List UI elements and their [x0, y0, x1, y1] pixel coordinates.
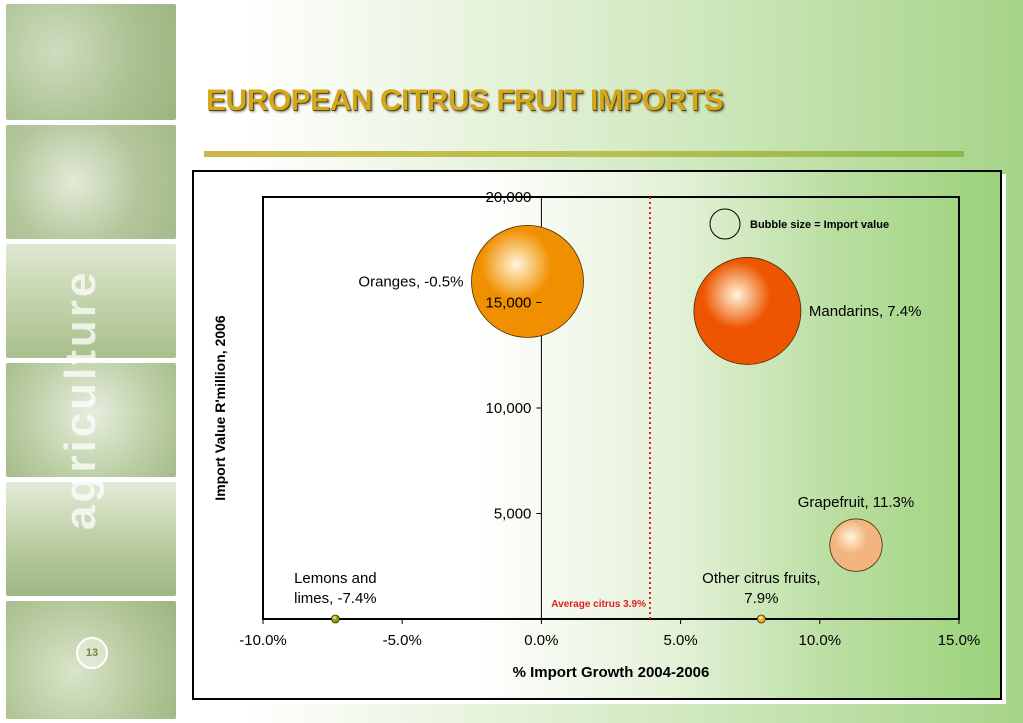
plot-area	[262, 196, 960, 620]
y-tick-label: 15,000	[486, 295, 532, 312]
bubble-point	[756, 614, 766, 624]
sidebar-photos: agriculture 13	[0, 0, 182, 723]
x-tick-label: -10.0%	[239, 632, 287, 649]
x-axis-title: % Import Growth 2004-2006	[513, 664, 710, 681]
bubble-chart: Average citrus 3.9% Oranges, -0.5% Mandar…	[212, 189, 981, 681]
x-tick-label: -5.0%	[383, 632, 422, 649]
bubble-point	[693, 257, 802, 365]
bubble-label: Other citrus fruits,	[702, 570, 820, 587]
slide-title: EUROPEAN CITRUS FRUIT IMPORTS	[206, 84, 724, 117]
bubble-point	[471, 225, 584, 338]
field-photo	[6, 482, 176, 596]
bubble-label: Mandarins, 7.4%	[809, 303, 922, 320]
y-tick-label: 10,000	[486, 400, 532, 417]
legend-text: Bubble size = Import value	[750, 219, 889, 231]
x-tick-label: 0.0%	[524, 632, 558, 649]
legend-bubble-icon	[709, 208, 741, 240]
y-tick-label: 20,000	[486, 189, 532, 206]
bubble-point	[829, 518, 883, 572]
y-tick-label: 5,000	[494, 506, 532, 523]
bubble-label: Grapefruit, 11.3%	[798, 494, 914, 511]
market-photo	[6, 4, 176, 120]
x-tick-label: 5.0%	[663, 632, 697, 649]
x-tick-label: 10.0%	[799, 632, 842, 649]
bubble-label: Oranges, -0.5%	[358, 273, 463, 290]
bubble-label: limes, -7.4%	[294, 590, 377, 607]
y-axis-title: Import Value R'million, 2006	[212, 315, 228, 501]
title-underline	[204, 151, 964, 157]
bubble-label: Lemons and	[294, 570, 377, 587]
bubble-label: 7.9%	[744, 590, 778, 607]
page-number: 13	[76, 637, 108, 669]
bubble-point	[330, 614, 340, 624]
sidebar-agriculture-text: agriculture	[56, 269, 105, 530]
average-reference-label: Average citrus 3.9%	[551, 599, 646, 610]
x-tick-label: 15.0%	[938, 632, 981, 649]
silo-photo	[6, 244, 176, 358]
chart-frame: Average citrus 3.9% Oranges, -0.5% Mandar…	[192, 170, 1002, 700]
cow-photo	[6, 125, 176, 239]
cotton-photo	[6, 363, 176, 477]
